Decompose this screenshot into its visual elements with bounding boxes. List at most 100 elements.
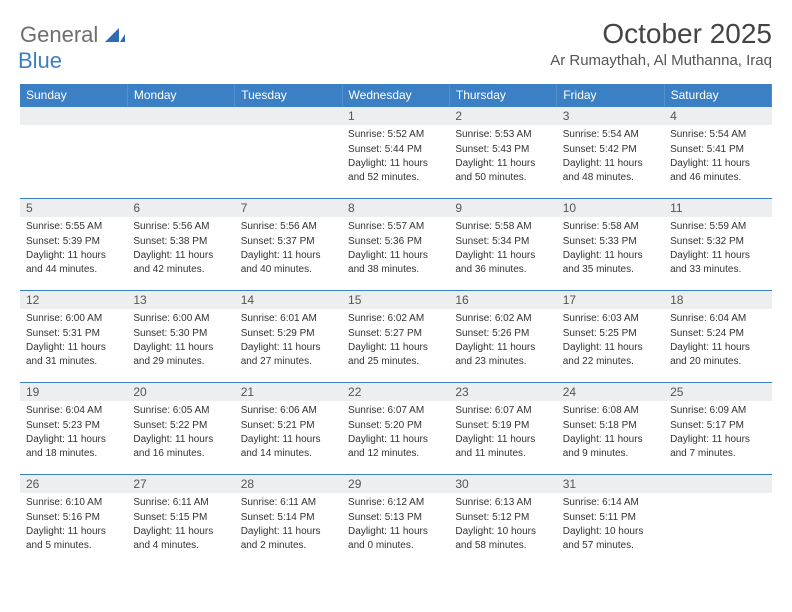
day-data: Sunrise: 6:04 AMSunset: 5:24 PMDaylight:…	[664, 309, 771, 373]
sunset-text: Sunset: 5:37 PM	[241, 235, 336, 249]
daylight-text: Daylight: 11 hours and 38 minutes.	[348, 249, 443, 276]
day-number: 7	[235, 198, 342, 217]
sunset-text: Sunset: 5:15 PM	[133, 511, 228, 525]
sunrise-text: Sunrise: 6:14 AM	[563, 496, 658, 510]
sunset-text: Sunset: 5:44 PM	[348, 143, 443, 157]
sunrise-text: Sunrise: 6:10 AM	[26, 496, 121, 510]
day-number: 24	[557, 382, 664, 401]
daylight-text: Daylight: 11 hours and 31 minutes.	[26, 341, 121, 368]
calendar-day-cell: 12Sunrise: 6:00 AMSunset: 5:31 PMDayligh…	[20, 290, 127, 382]
daylight-text: Daylight: 11 hours and 14 minutes.	[241, 433, 336, 460]
day-data: Sunrise: 6:01 AMSunset: 5:29 PMDaylight:…	[235, 309, 342, 373]
day-number: 6	[127, 198, 234, 217]
sunset-text: Sunset: 5:42 PM	[563, 143, 658, 157]
calendar-day-cell: 19Sunrise: 6:04 AMSunset: 5:23 PMDayligh…	[20, 382, 127, 474]
sunset-text: Sunset: 5:29 PM	[241, 327, 336, 341]
title-block: October 2025 Ar Rumaythah, Al Muthanna, …	[550, 18, 772, 69]
daylight-text: Daylight: 10 hours and 57 minutes.	[563, 525, 658, 552]
daylight-text: Daylight: 11 hours and 20 minutes.	[670, 341, 765, 368]
daylight-text: Daylight: 11 hours and 4 minutes.	[133, 525, 228, 552]
calendar-week-row: 26Sunrise: 6:10 AMSunset: 5:16 PMDayligh…	[20, 474, 772, 566]
calendar-day-cell	[127, 106, 234, 198]
day-number: 22	[342, 382, 449, 401]
sunset-text: Sunset: 5:22 PM	[133, 419, 228, 433]
daylight-text: Daylight: 11 hours and 9 minutes.	[563, 433, 658, 460]
day-data: Sunrise: 5:58 AMSunset: 5:33 PMDaylight:…	[557, 217, 664, 281]
day-number: 8	[342, 198, 449, 217]
day-number: 11	[664, 198, 771, 217]
weekday-header-row: SundayMondayTuesdayWednesdayThursdayFrid…	[20, 84, 772, 106]
daylight-text: Daylight: 11 hours and 22 minutes.	[563, 341, 658, 368]
day-data: Sunrise: 5:56 AMSunset: 5:37 PMDaylight:…	[235, 217, 342, 281]
sunrise-text: Sunrise: 5:53 AM	[455, 128, 550, 142]
day-number: 4	[664, 106, 771, 125]
day-data: Sunrise: 6:11 AMSunset: 5:14 PMDaylight:…	[235, 493, 342, 557]
sunset-text: Sunset: 5:26 PM	[455, 327, 550, 341]
daylight-text: Daylight: 11 hours and 23 minutes.	[455, 341, 550, 368]
calendar-week-row: 19Sunrise: 6:04 AMSunset: 5:23 PMDayligh…	[20, 382, 772, 474]
day-number: 21	[235, 382, 342, 401]
sunset-text: Sunset: 5:11 PM	[563, 511, 658, 525]
calendar-table: SundayMondayTuesdayWednesdayThursdayFrid…	[20, 84, 772, 566]
calendar-day-cell: 8Sunrise: 5:57 AMSunset: 5:36 PMDaylight…	[342, 198, 449, 290]
calendar-day-cell	[235, 106, 342, 198]
weekday-header: Wednesday	[342, 84, 449, 106]
calendar-day-cell: 24Sunrise: 6:08 AMSunset: 5:18 PMDayligh…	[557, 382, 664, 474]
weekday-header: Monday	[127, 84, 234, 106]
day-data: Sunrise: 6:00 AMSunset: 5:31 PMDaylight:…	[20, 309, 127, 373]
calendar-day-cell: 16Sunrise: 6:02 AMSunset: 5:26 PMDayligh…	[449, 290, 556, 382]
day-data: Sunrise: 5:58 AMSunset: 5:34 PMDaylight:…	[449, 217, 556, 281]
daylight-text: Daylight: 11 hours and 33 minutes.	[670, 249, 765, 276]
day-data: Sunrise: 5:55 AMSunset: 5:39 PMDaylight:…	[20, 217, 127, 281]
sunrise-text: Sunrise: 6:03 AM	[563, 312, 658, 326]
sunset-text: Sunset: 5:14 PM	[241, 511, 336, 525]
sunrise-text: Sunrise: 5:54 AM	[563, 128, 658, 142]
calendar-day-cell: 31Sunrise: 6:14 AMSunset: 5:11 PMDayligh…	[557, 474, 664, 566]
daylight-text: Daylight: 11 hours and 25 minutes.	[348, 341, 443, 368]
day-number: 30	[449, 474, 556, 493]
calendar-day-cell: 13Sunrise: 6:00 AMSunset: 5:30 PMDayligh…	[127, 290, 234, 382]
sunset-text: Sunset: 5:24 PM	[670, 327, 765, 341]
calendar-day-cell: 17Sunrise: 6:03 AMSunset: 5:25 PMDayligh…	[557, 290, 664, 382]
sunset-text: Sunset: 5:32 PM	[670, 235, 765, 249]
sunset-text: Sunset: 5:20 PM	[348, 419, 443, 433]
sunset-text: Sunset: 5:17 PM	[670, 419, 765, 433]
calendar-day-cell: 11 Sunrise: 5:59 AMSunset: 5:32 PMDayligh…	[664, 198, 771, 290]
calendar-day-cell: 27Sunrise: 6:11 AMSunset: 5:15 PMDayligh…	[127, 474, 234, 566]
calendar-day-cell: 9Sunrise: 5:58 AMSunset: 5:34 PMDaylight…	[449, 198, 556, 290]
sunrise-text: Sunrise: 6:07 AM	[455, 404, 550, 418]
weekday-header: Sunday	[20, 84, 127, 106]
calendar-day-cell: 28Sunrise: 6:11 AMSunset: 5:14 PMDayligh…	[235, 474, 342, 566]
day-number: 16	[449, 290, 556, 309]
calendar-week-row: 1Sunrise: 5:52 AMSunset: 5:44 PMDaylight…	[20, 106, 772, 198]
day-number: 29	[342, 474, 449, 493]
sunrise-text: Sunrise: 6:11 AM	[133, 496, 228, 510]
calendar-day-cell: 23Sunrise: 6:07 AMSunset: 5:19 PMDayligh…	[449, 382, 556, 474]
calendar-day-cell: 5Sunrise: 5:55 AMSunset: 5:39 PMDaylight…	[20, 198, 127, 290]
daylight-text: Daylight: 11 hours and 40 minutes.	[241, 249, 336, 276]
calendar-day-cell: 30Sunrise: 6:13 AMSunset: 5:12 PMDayligh…	[449, 474, 556, 566]
sunset-text: Sunset: 5:30 PM	[133, 327, 228, 341]
sunrise-text: Sunrise: 5:54 AM	[670, 128, 765, 142]
weekday-header: Friday	[557, 84, 664, 106]
sunrise-text: Sunrise: 5:59 AM	[670, 220, 765, 234]
daylight-text: Daylight: 11 hours and 36 minutes.	[455, 249, 550, 276]
day-data: Sunrise: 6:11 AMSunset: 5:15 PMDaylight:…	[127, 493, 234, 557]
day-data: Sunrise: 6:06 AMSunset: 5:21 PMDaylight:…	[235, 401, 342, 465]
sunset-text: Sunset: 5:19 PM	[455, 419, 550, 433]
daylight-text: Daylight: 11 hours and 44 minutes.	[26, 249, 121, 276]
calendar-day-cell: 18Sunrise: 6:04 AMSunset: 5:24 PMDayligh…	[664, 290, 771, 382]
day-data: Sunrise: 6:09 AMSunset: 5:17 PMDaylight:…	[664, 401, 771, 465]
sunset-text: Sunset: 5:16 PM	[26, 511, 121, 525]
calendar-day-cell: 21Sunrise: 6:06 AMSunset: 5:21 PMDayligh…	[235, 382, 342, 474]
daylight-text: Daylight: 11 hours and 5 minutes.	[26, 525, 121, 552]
sunset-text: Sunset: 5:18 PM	[563, 419, 658, 433]
daylight-text: Daylight: 11 hours and 7 minutes.	[670, 433, 765, 460]
logo: General Blue	[20, 22, 125, 74]
day-number	[127, 106, 234, 125]
day-data: Sunrise: 5:56 AMSunset: 5:38 PMDaylight:…	[127, 217, 234, 281]
day-number: 3	[557, 106, 664, 125]
calendar-day-cell: 29Sunrise: 6:12 AMSunset: 5:13 PMDayligh…	[342, 474, 449, 566]
daylight-text: Daylight: 11 hours and 35 minutes.	[563, 249, 658, 276]
logo-part1: General	[20, 22, 98, 47]
